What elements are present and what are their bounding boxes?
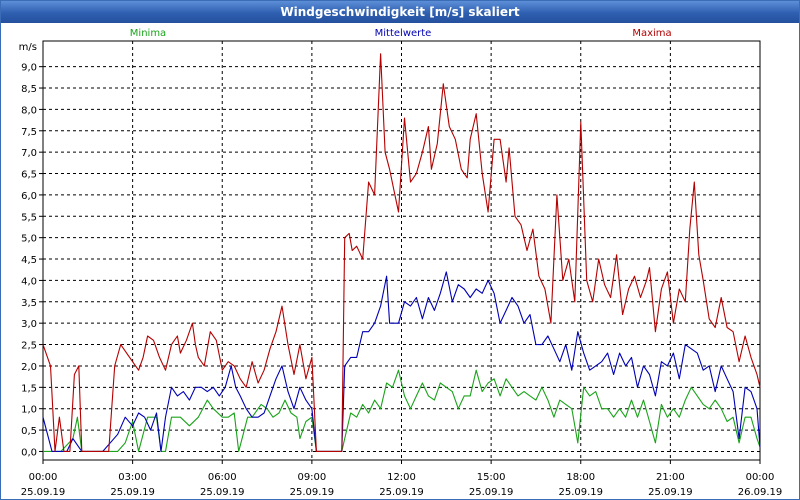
x-tick-date: 26.09.19 [738,487,783,498]
y-tick-label: 0,5 [21,426,37,437]
y-tick-label: 4,5 [21,255,37,266]
x-tick-time: 15:00 [477,472,506,483]
x-tick-date: 25.09.19 [379,487,424,498]
x-tick-time: 21:00 [656,472,685,483]
mittelwerte-line [42,271,761,452]
y-tick-label: 8,0 [21,105,37,116]
y-tick-label: 7,5 [21,127,37,138]
y-tick-label: 9,0 [21,63,37,74]
y-tick-label: 6,0 [21,191,37,202]
y-tick-label: 5,5 [21,212,37,223]
x-tick-time: 06:00 [208,472,237,483]
y-tick-label: 8,5 [21,84,37,95]
x-tick-date: 25.09.19 [558,487,603,498]
x-tick-time: 00:00 [746,472,775,483]
y-tick-label: 5,0 [21,234,37,245]
x-tick-date: 25.09.19 [200,487,245,498]
y-axis-label: m/s [19,42,37,53]
y-tick-label: 1,5 [21,383,37,394]
x-tick-date: 25.09.19 [110,487,155,498]
legend-maxima: Maxima [632,28,671,39]
y-tick-label: 1,0 [21,405,37,416]
x-tick-time: 00:00 [29,472,58,483]
y-tick-label: 2,0 [21,362,37,373]
x-tick-time: 12:00 [387,472,416,483]
x-tick-date: 25.09.19 [290,487,335,498]
window-title: Windgeschwindigkeit [m/s] skaliert [1,1,799,23]
x-tick-time: 09:00 [297,472,326,483]
x-tick-date: 25.09.19 [469,487,514,498]
y-tick-label: 6,5 [21,170,37,181]
x-tick-date: 25.09.19 [21,487,66,498]
y-tick-label: 0,0 [21,447,37,458]
y-tick-label: 4,0 [21,276,37,287]
maxima-line [42,53,761,452]
minima-line [43,369,761,452]
x-tick-time: 03:00 [118,472,147,483]
y-tick-label: 3,0 [21,319,37,330]
x-tick-time: 18:00 [566,472,595,483]
legend-mittelwerte: Mittelwerte [375,28,432,39]
y-tick-label: 3,5 [21,298,37,309]
y-tick-label: 2,5 [21,341,37,352]
y-tick-label: 7,0 [21,148,37,159]
legend-minima: Minima [130,28,166,39]
x-tick-date: 25.09.19 [648,487,693,498]
